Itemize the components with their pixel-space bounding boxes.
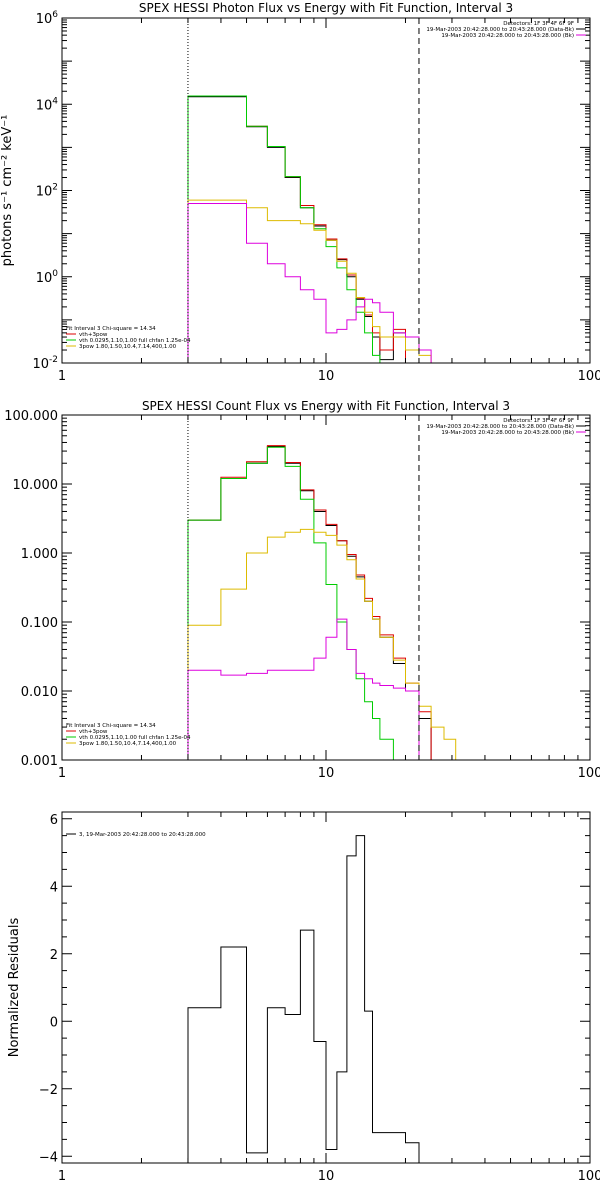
y-tick-label: 0.010 [21, 685, 58, 700]
chart-title: SPEX HESSI Count Flux vs Energy with Fit… [142, 399, 510, 413]
info-line: Detectors: 1F 3F 4F 6F 9F [503, 21, 574, 27]
legend-label: vth+3pow [79, 332, 108, 338]
y-tick-label: 102 [36, 183, 58, 200]
series-group [187, 835, 420, 1163]
y-tick-label: 100 [36, 269, 59, 286]
x-tick-label: 10 [318, 766, 335, 781]
info-line: 19-Mar-2003 20:42:28.000 to 20:43:28.000… [441, 430, 574, 436]
x-tick-label: 1 [58, 1169, 66, 1184]
series-1-line [187, 446, 432, 760]
y-tick-label: 2 [50, 948, 58, 963]
y-tick-label: 10-2 [32, 355, 58, 372]
y-tick-label: −2 [39, 1083, 58, 1098]
series-group [187, 95, 456, 363]
y-tick-label: 0 [50, 1015, 58, 1030]
chart-title: SPEX HESSI Photon Flux vs Energy with Fi… [139, 1, 513, 15]
y-tick-label: 6 [50, 813, 58, 828]
y-tick-label: 0.100 [21, 616, 58, 631]
series-5-line [187, 618, 432, 760]
series-5-line [187, 203, 432, 363]
chart-3: Normalized Residuals 1 10 100 −4 −2 0 2 4 6 3, 19-… [7, 811, 600, 1184]
series-2-line [187, 95, 419, 363]
x-tick-label: 100 [578, 1169, 600, 1184]
legend-label: 3, 19-Mar-2003 20:42:28.000 to 20:43:28.… [79, 832, 206, 838]
plot-frame [61, 414, 591, 761]
legend-label: 3pow 1.80,1.50,10.4,7.14,400,1.00 [79, 344, 177, 350]
y-tick-label: 1.000 [21, 547, 58, 562]
legend-header: Fit Interval 3 Chi-square = 14.34 [66, 723, 156, 729]
y-tick-label: 104 [36, 96, 59, 113]
info-line: 19-Mar-2003 20:42:28.000 to 20:43:28.000… [426, 27, 574, 33]
series-3-line [187, 446, 406, 760]
info-line: Detectors: 1F 3F 4F 6F 9F [503, 418, 574, 424]
series-4-line [187, 528, 457, 760]
y-tick-label: −4 [39, 1150, 58, 1165]
chart-2: SPEX HESSI Count Flux vs Energy with Fit… [4, 399, 600, 781]
x-tick-label: 1 [58, 766, 66, 781]
x-tick-label: 100 [578, 369, 600, 384]
legend-label: vth 0.0295,1.10,1.00 full chfan 1.25e-04 [79, 338, 191, 344]
legend-label: vth 0.0295,1.10,1.00 full chfan 1.25e-04 [79, 735, 191, 741]
x-tick-label: 10 [318, 1169, 335, 1184]
info-line: 19-Mar-2003 20:42:28.000 to 20:43:28.000… [426, 424, 574, 430]
x-tick-label: 10 [318, 369, 335, 384]
legend-header: Fit Interval 3 Chi-square = 14.34 [66, 326, 156, 332]
x-tick-label: 100 [578, 766, 600, 781]
series-4-line [187, 199, 456, 363]
chart-1: SPEX HESSI Photon Flux vs Energy with Fi… [0, 1, 600, 384]
series-1-line [187, 835, 420, 1163]
y-axis-label: Normalized Residuals [7, 918, 22, 1058]
y-tick-label: 0.001 [21, 754, 58, 769]
y-axis-label: photons s⁻¹ cm⁻² keV⁻¹ [0, 115, 15, 267]
legend-label: 3pow 1.80,1.50,10.4,7.14,400,1.00 [79, 741, 177, 747]
series-3-line [187, 95, 419, 363]
series-2-line [187, 445, 432, 760]
series-group [187, 445, 457, 760]
y-tick-label: 106 [36, 10, 59, 27]
series-1-line [187, 96, 419, 363]
legend-label: vth+3pow [79, 729, 108, 735]
y-tick-label: 4 [50, 880, 58, 895]
x-tick-label: 1 [58, 369, 66, 384]
y-tick-label: 100.000 [4, 409, 58, 424]
info-line: 19-Mar-2003 20:42:28.000 to 20:43:28.000… [441, 33, 574, 39]
y-tick-label: 10.000 [13, 478, 59, 493]
